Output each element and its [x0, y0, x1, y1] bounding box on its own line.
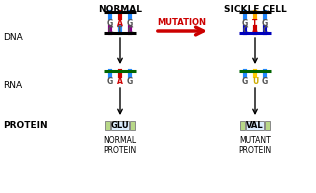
FancyBboxPatch shape — [240, 120, 245, 130]
Text: VAL: VAL — [246, 120, 264, 130]
Text: GLU: GLU — [111, 120, 129, 130]
Text: U: U — [252, 77, 258, 86]
Text: DNA: DNA — [3, 34, 23, 42]
Text: G: G — [127, 77, 133, 86]
Text: C: C — [262, 26, 268, 35]
Text: C: C — [107, 26, 113, 35]
Text: G: G — [262, 19, 268, 28]
Text: A: A — [117, 19, 123, 28]
Text: T: T — [252, 19, 258, 28]
Text: RNA: RNA — [3, 80, 22, 90]
Text: NORMAL: NORMAL — [98, 5, 142, 14]
Text: G: G — [242, 19, 248, 28]
Text: PROTEIN: PROTEIN — [3, 120, 48, 130]
Text: G: G — [242, 77, 248, 86]
Text: G: G — [262, 77, 268, 86]
FancyBboxPatch shape — [105, 120, 110, 130]
Text: MUTATION: MUTATION — [157, 18, 206, 27]
Text: MUTANT
PROTEIN: MUTANT PROTEIN — [238, 136, 272, 155]
Text: NORMAL
PROTEIN: NORMAL PROTEIN — [103, 136, 137, 155]
Text: G: G — [107, 77, 113, 86]
Text: C: C — [127, 26, 133, 35]
Text: G: G — [127, 19, 133, 28]
FancyBboxPatch shape — [265, 120, 270, 130]
FancyBboxPatch shape — [130, 120, 135, 130]
Text: A: A — [117, 77, 123, 86]
Text: SICKLE CELL: SICKLE CELL — [224, 5, 286, 14]
Text: T: T — [117, 26, 123, 35]
FancyBboxPatch shape — [246, 120, 264, 130]
Text: A: A — [252, 26, 258, 35]
Text: C: C — [242, 26, 248, 35]
FancyBboxPatch shape — [111, 120, 129, 130]
Text: G: G — [107, 19, 113, 28]
